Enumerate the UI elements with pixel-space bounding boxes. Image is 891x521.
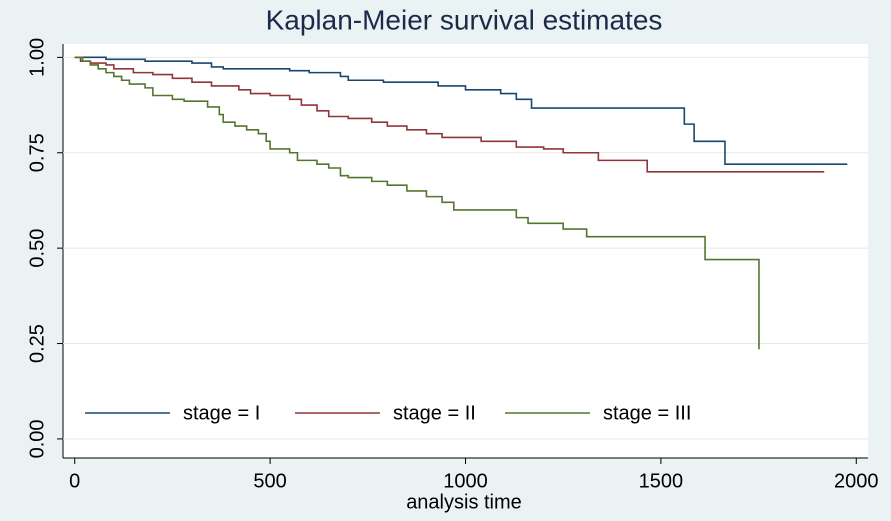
x-tick-label: 2000 [834, 470, 879, 492]
legend-label: stage = I [183, 402, 260, 424]
x-tick-label: 0 [69, 470, 80, 492]
survival-line [74, 56, 848, 165]
survival-line [74, 56, 825, 173]
y-tick-label: 0.75 [26, 133, 48, 172]
y-tick-label: 0.00 [26, 419, 48, 458]
x-tick-label: 500 [253, 470, 286, 492]
y-tick-label: 0.25 [26, 324, 48, 363]
legend-label: stage = III [603, 402, 691, 424]
x-axis-label: analysis time [406, 491, 522, 513]
y-tick-label: 0.50 [26, 229, 48, 268]
survival-line [74, 56, 760, 350]
legend-label: stage = II [393, 402, 476, 424]
plot-area [63, 44, 868, 458]
x-tick-label: 1500 [639, 470, 684, 492]
chart-title: Kaplan-Meier survival estimates [266, 4, 663, 35]
x-tick-label: 1000 [443, 470, 488, 492]
y-tick-label: 1.00 [26, 38, 48, 77]
